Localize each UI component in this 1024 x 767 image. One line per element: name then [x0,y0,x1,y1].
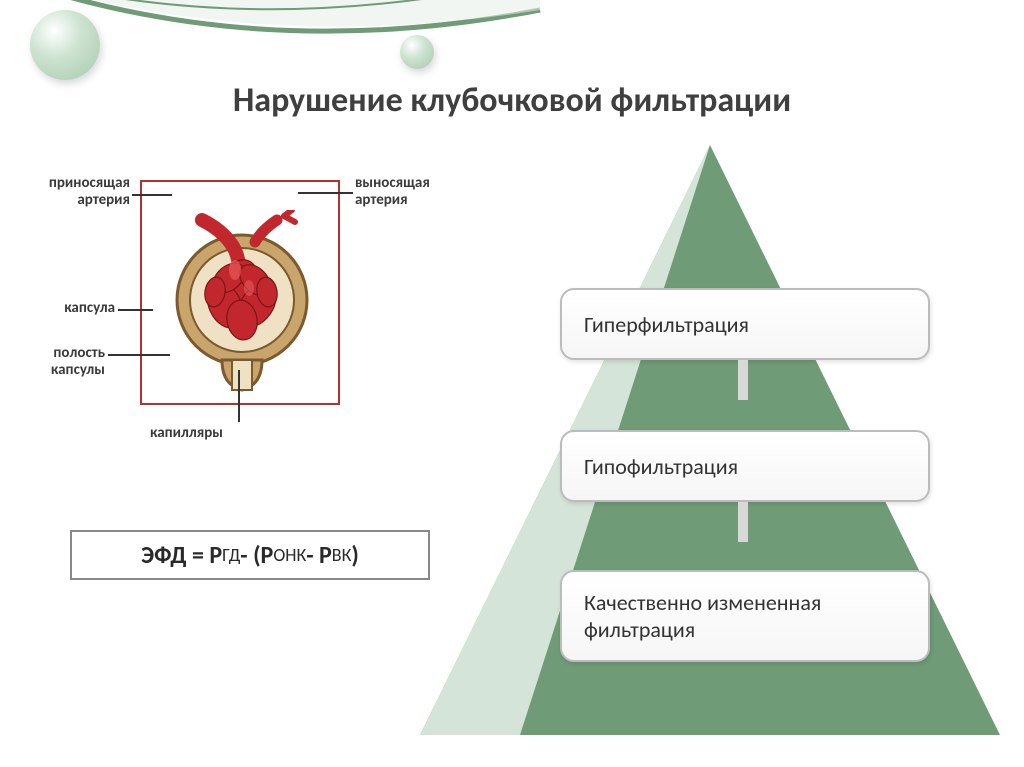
list-item-label: Качественно измененная фильтрация [584,589,906,643]
line-efferent [298,192,353,194]
glomerulus-svg [167,210,317,395]
list-item-label: Гипофильтрация [584,453,738,480]
line-afferent [132,194,172,196]
label-cavity: полостькапсулы [25,345,105,380]
formula-mid2: - Р [306,541,332,570]
glomerulus-diagram: приносящаяартерия выносящаяартерия капсу… [20,170,450,450]
formula-efd: ЭФД = Р [141,541,222,570]
list-connector [738,502,748,542]
label-capillaries: капилляры [150,425,223,442]
line-capsule [118,309,153,311]
label-capsule: капсула [35,300,115,317]
list-item-label: Гиперфильтрация [584,311,749,338]
formula-sub3: ВК [332,544,352,566]
list-item: Гиперфильтрация [560,288,930,360]
list-item: Гипофильтрация [560,430,930,502]
line-cavity [108,354,170,356]
formula-mid: - (Р [240,541,273,570]
list-connector [738,360,748,400]
page-title: Нарушение клубочковой фильтрации [0,80,1024,121]
label-afferent: приносящаяартерия [20,175,130,210]
deco-bubble-large [30,10,100,80]
formula-sub1: ГД [222,544,240,566]
formula-sub2: ОНК [273,544,306,566]
formula-suffix: ) [351,541,358,570]
formula-box: ЭФД = Р ГД - (Р ОНК - Р ВК ) [70,530,430,580]
diagram-border [140,180,340,405]
deco-bubble-small [400,35,434,69]
list-item: Качественно измененная фильтрация [560,570,930,662]
line-capillaries [238,370,240,422]
